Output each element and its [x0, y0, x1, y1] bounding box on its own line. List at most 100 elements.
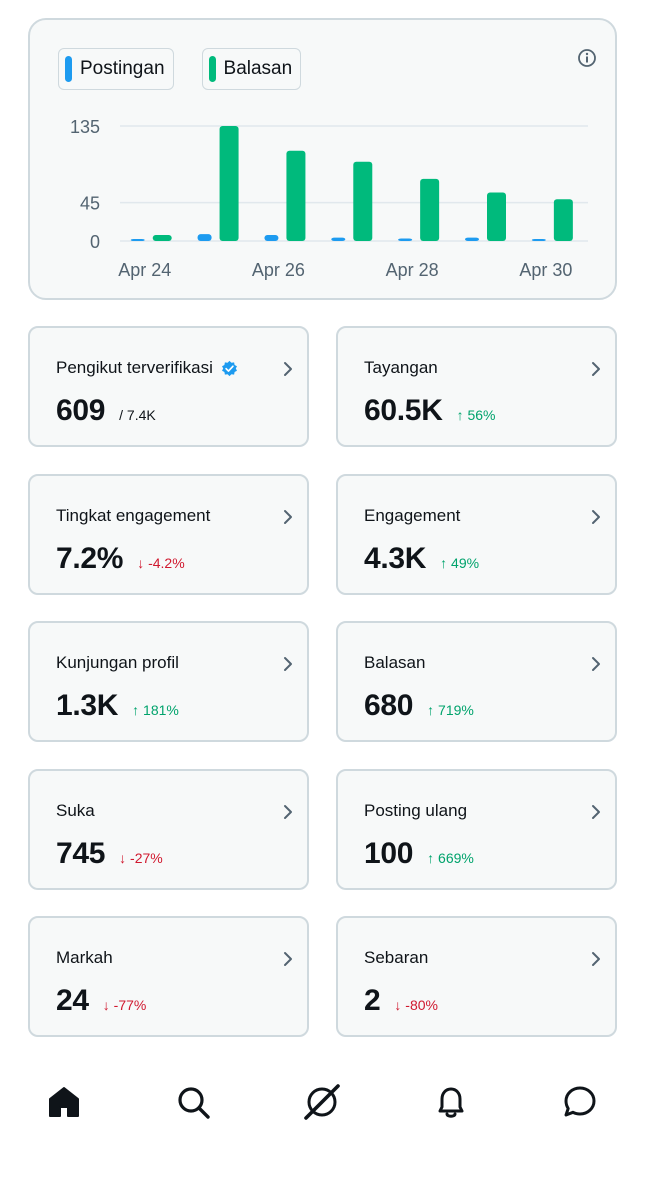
stat-value: 2 [364, 984, 381, 1017]
stat-card[interactable]: Pengikut terverifikasi 609 / 7.4K [28, 326, 309, 447]
chevron-right-icon[interactable] [281, 508, 295, 526]
legend-label-balasan: Balasan [223, 58, 293, 79]
stat-card[interactable]: Sebaran 2 ↓ -80% [336, 916, 617, 1037]
messages-icon[interactable] [560, 1082, 600, 1122]
grok-icon[interactable] [302, 1082, 342, 1122]
stat-label: Kunjungan profil [56, 653, 179, 673]
legend-swatch-postingan [65, 56, 72, 82]
chevron-right-icon[interactable] [589, 508, 603, 526]
stat-value-row: 7.2% ↓ -4.2% [56, 542, 185, 576]
stat-card[interactable]: Posting ulang 100 ↑ 669% [336, 769, 617, 890]
x-tick-label: Apr 26 [252, 260, 305, 280]
stat-label: Suka [56, 801, 95, 821]
chevron-right-icon[interactable] [281, 360, 295, 378]
stat-label-text: Pengikut terverifikasi [56, 358, 213, 377]
bar-balasan-6[interactable] [553, 199, 573, 241]
bar-balasan-2[interactable] [286, 150, 306, 241]
stat-card[interactable]: Balasan 680 ↑ 719% [336, 621, 617, 742]
stat-label: Tingkat engagement [56, 506, 210, 526]
verified-badge-icon [221, 360, 237, 376]
stat-label-text: Sebaran [364, 948, 429, 967]
stat-card[interactable]: Tayangan 60.5K ↑ 56% [336, 326, 617, 447]
chevron-right-icon[interactable] [589, 655, 603, 673]
bar-postingan-1[interactable] [197, 234, 212, 241]
y-tick-label: 135 [70, 117, 100, 137]
stat-delta: ↑ 56% [456, 407, 496, 423]
stat-value-row: 100 ↑ 669% [364, 837, 474, 871]
home-icon[interactable] [44, 1082, 84, 1122]
chart-card: Postingan Balasan 0 45 135 Apr 24 Apr 26 Apr … [28, 18, 617, 300]
x-tick-label: Apr 24 [118, 260, 171, 280]
stat-value: 1.3K [56, 689, 119, 722]
chevron-right-icon[interactable] [589, 950, 603, 968]
y-tick-label: 45 [80, 194, 100, 214]
bar-postingan-0[interactable] [130, 239, 145, 241]
legend-swatch-balasan [208, 56, 216, 82]
stat-value-row: 2 ↓ -80% [364, 984, 438, 1018]
stat-value: 609 [56, 394, 106, 427]
stat-card[interactable]: Tingkat engagement 7.2% ↓ -4.2% [28, 474, 309, 595]
stat-value-row: 60.5K ↑ 56% [364, 394, 495, 428]
stat-delta: ↑ 49% [440, 555, 480, 571]
stat-label: Pengikut terverifikasi [56, 358, 238, 378]
bar-postingan-3[interactable] [331, 237, 346, 241]
bar-balasan-0[interactable] [152, 235, 172, 241]
stat-label-text: Kunjungan profil [56, 653, 179, 672]
stat-delta: ↓ -80% [394, 997, 438, 1013]
stat-label-text: Balasan [364, 653, 426, 672]
bar-balasan-4[interactable] [420, 178, 440, 241]
stat-total: / 7.4K [119, 407, 156, 423]
stat-value: 680 [364, 689, 414, 722]
stat-value: 4.3K [364, 542, 427, 575]
stat-label: Balasan [364, 653, 425, 673]
stat-label: Sebaran [364, 948, 428, 968]
bar-postingan-5[interactable] [465, 237, 479, 241]
stat-value: 7.2% [56, 542, 124, 575]
bar-postingan-4[interactable] [398, 238, 413, 241]
stat-card[interactable]: Markah 24 ↓ -77% [28, 916, 309, 1037]
info-icon[interactable] [577, 48, 597, 68]
stat-label-text: Markah [56, 948, 113, 967]
chevron-right-icon[interactable] [589, 803, 603, 821]
bar-balasan-5[interactable] [487, 192, 506, 241]
bottom-nav [0, 1064, 645, 1144]
stat-card[interactable]: Suka 745 ↓ -27% [28, 769, 309, 890]
stat-label-text: Suka [56, 801, 95, 820]
search-icon[interactable] [173, 1082, 213, 1122]
stat-label: Tayangan [364, 358, 438, 378]
bar-postingan-2[interactable] [264, 235, 279, 241]
bar-chart: 0 45 135 Apr 24 Apr 26 Apr 28 Apr 30 [70, 117, 588, 280]
stat-card[interactable]: Kunjungan profil 1.3K ↑ 181% [28, 621, 309, 742]
chevron-right-icon[interactable] [589, 360, 603, 378]
stat-delta: ↑ 181% [132, 702, 179, 718]
stat-label: Markah [56, 948, 113, 968]
bar-balasan-3[interactable] [353, 161, 373, 241]
bar-balasan-1[interactable] [219, 126, 239, 241]
stat-label-text: Posting ulang [364, 801, 468, 820]
chevron-right-icon[interactable] [281, 803, 295, 821]
stat-value: 100 [364, 837, 414, 870]
chevron-right-icon[interactable] [281, 655, 295, 673]
stat-label-text: Tingkat engagement [56, 506, 211, 525]
legend-balasan[interactable]: Balasan [201, 48, 302, 90]
stat-card[interactable]: Engagement 4.3K ↑ 49% [336, 474, 617, 595]
legend-label-postingan: Postingan [80, 58, 165, 79]
stat-label: Posting ulang [364, 801, 467, 821]
bar-postingan-6[interactable] [531, 239, 546, 241]
stat-label: Engagement [364, 506, 460, 526]
stat-delta: ↓ -4.2% [137, 555, 185, 571]
chevron-right-icon[interactable] [281, 950, 295, 968]
legend-postingan[interactable]: Postingan [58, 48, 174, 90]
stat-value-row: 609 / 7.4K [56, 394, 156, 428]
stat-value-row: 4.3K ↑ 49% [364, 542, 479, 576]
stat-label-text: Engagement [364, 506, 461, 525]
stat-value-row: 1.3K ↑ 181% [56, 689, 179, 723]
stat-value-row: 680 ↑ 719% [364, 689, 474, 723]
stat-value: 60.5K [364, 394, 443, 427]
x-tick-label: Apr 30 [519, 260, 572, 280]
stat-value: 745 [56, 837, 106, 870]
notifications-icon[interactable] [431, 1082, 471, 1122]
y-tick-label: 0 [90, 232, 100, 252]
stat-delta: ↑ 669% [427, 850, 474, 866]
